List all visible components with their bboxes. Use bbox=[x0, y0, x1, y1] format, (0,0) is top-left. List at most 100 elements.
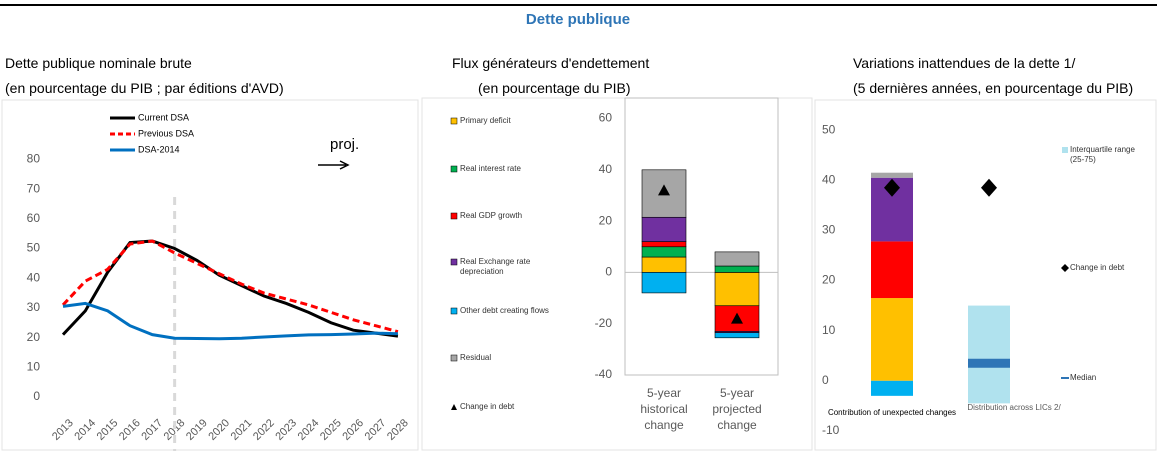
y-tick-label: 20 bbox=[27, 330, 41, 344]
x-tick-label: 2021 bbox=[229, 417, 255, 443]
bar-segment bbox=[871, 298, 913, 381]
legend-label: Change in debt bbox=[460, 402, 515, 411]
chart-subtitle: (5 dernières années, en pourcentage du P… bbox=[853, 80, 1134, 96]
y-tick-label: 40 bbox=[27, 270, 41, 284]
y-tick-label: 20 bbox=[822, 273, 836, 287]
y-tick-label: -10 bbox=[822, 423, 840, 437]
legend-label: Current DSA bbox=[138, 112, 189, 122]
y-tick-label: 40 bbox=[599, 162, 613, 176]
y-tick-label: 50 bbox=[822, 122, 836, 136]
x-tick-label: 2014 bbox=[72, 417, 98, 443]
bar-segment bbox=[714, 265, 760, 273]
bar-segment bbox=[871, 172, 913, 178]
series-line bbox=[62, 301, 398, 341]
legend-label: Real GDP growth bbox=[460, 211, 523, 220]
legend-swatch bbox=[1062, 147, 1068, 153]
bar-segment bbox=[714, 251, 760, 267]
bar-segment bbox=[871, 241, 913, 299]
x-tick-label: 2026 bbox=[340, 417, 366, 443]
x-tick-label: 2020 bbox=[206, 417, 232, 443]
y-tick-label: 10 bbox=[27, 359, 41, 373]
x-tick-label: 2027 bbox=[363, 417, 389, 443]
legend-label: Real Exchange rate depreciation bbox=[460, 257, 531, 276]
x-tick-label: 2022 bbox=[251, 417, 277, 443]
x-tick-label: Contribution of unexpected changes bbox=[827, 408, 957, 417]
y-tick-label: 10 bbox=[822, 323, 836, 337]
series-line bbox=[61, 239, 399, 338]
legend-swatch bbox=[450, 354, 458, 362]
bar-segment bbox=[641, 246, 687, 258]
chart-subtitle: (en pourcentage du PIB) bbox=[478, 80, 631, 96]
chart-title: Flux générateurs d'endettement bbox=[452, 55, 650, 71]
x-tick-label: 2013 bbox=[50, 417, 76, 443]
annotation: proj. bbox=[330, 136, 359, 153]
legend-swatch bbox=[450, 165, 458, 173]
legend-label: Interquartile range (25-75) bbox=[1070, 145, 1135, 164]
y-tick-label: 30 bbox=[822, 223, 836, 237]
chart-title: Variations inattendues de la dette 1/ bbox=[853, 55, 1076, 71]
bar-segment bbox=[641, 241, 687, 248]
panel-frame bbox=[421, 97, 813, 451]
legend-swatch bbox=[451, 404, 457, 410]
x-tick-label: 2016 bbox=[117, 417, 143, 443]
legend-label: Residual bbox=[460, 353, 492, 362]
x-tick-label: 5-year projected change bbox=[712, 386, 762, 432]
legend-label: Previous DSA bbox=[138, 128, 194, 138]
legend-label: Other debt creating flows bbox=[460, 306, 549, 315]
legend-label: Median bbox=[1070, 373, 1097, 382]
median bbox=[968, 358, 1010, 368]
x-tick-label: Distribution across LICs 2/ bbox=[967, 403, 1061, 412]
x-tick-label: 2023 bbox=[273, 417, 299, 443]
legend-swatch bbox=[450, 307, 458, 315]
bar-segment bbox=[714, 272, 760, 307]
legend-label: Real interest rate bbox=[460, 164, 521, 173]
x-tick-label: 2015 bbox=[95, 417, 121, 443]
change-in-debt bbox=[731, 312, 743, 324]
bar-segment bbox=[641, 272, 687, 294]
bar-segment bbox=[871, 380, 913, 396]
arrow bbox=[318, 160, 350, 170]
y-tick-label: 50 bbox=[27, 241, 41, 255]
legend-label: Change in debt bbox=[1070, 263, 1125, 272]
bar-segment bbox=[714, 332, 760, 339]
bar-segment bbox=[641, 216, 687, 242]
change-in-debt bbox=[981, 178, 997, 197]
y-tick-label: -20 bbox=[595, 316, 613, 330]
legend-swatch bbox=[450, 258, 458, 266]
legend-swatch bbox=[450, 117, 458, 125]
chart-subtitle: (en pourcentage du PIB ; par éditions d'… bbox=[5, 80, 284, 96]
change-in-debt bbox=[658, 184, 670, 196]
y-tick-label: 0 bbox=[33, 389, 40, 403]
y-tick-label: 60 bbox=[599, 111, 613, 125]
series-line bbox=[61, 239, 399, 334]
panel-frame bbox=[814, 99, 1157, 451]
y-tick-label: 20 bbox=[599, 213, 613, 227]
x-tick-label: 5-year historical change bbox=[640, 386, 688, 432]
legend-label: Primary deficit bbox=[460, 116, 511, 125]
legend-swatch bbox=[1061, 264, 1069, 272]
y-tick-label: 40 bbox=[822, 172, 836, 186]
legend-swatch bbox=[450, 212, 458, 220]
interquartile-range bbox=[968, 305, 1010, 404]
x-tick-label: 2025 bbox=[318, 417, 344, 443]
y-tick-label: 80 bbox=[27, 152, 41, 166]
panel-frame bbox=[1, 99, 419, 451]
legend-label: DSA-2014 bbox=[138, 144, 180, 154]
plot-frame bbox=[624, 97, 779, 376]
page-title: Dette publique bbox=[526, 11, 630, 28]
x-tick-label: 2019 bbox=[184, 417, 210, 443]
bar-segment bbox=[641, 256, 687, 273]
change-in-debt bbox=[884, 178, 900, 197]
y-tick-label: 0 bbox=[822, 373, 829, 387]
y-tick-label: 70 bbox=[27, 181, 41, 195]
y-tick-label: 60 bbox=[27, 211, 41, 225]
x-tick-label: 2028 bbox=[385, 417, 411, 443]
y-tick-label: 30 bbox=[27, 300, 41, 314]
x-tick-label: 2024 bbox=[296, 417, 322, 443]
y-tick-label: -40 bbox=[595, 367, 613, 381]
chart-title: Dette publique nominale brute bbox=[5, 55, 192, 71]
x-tick-label: 2017 bbox=[139, 417, 165, 443]
y-tick-label: 0 bbox=[605, 265, 612, 279]
